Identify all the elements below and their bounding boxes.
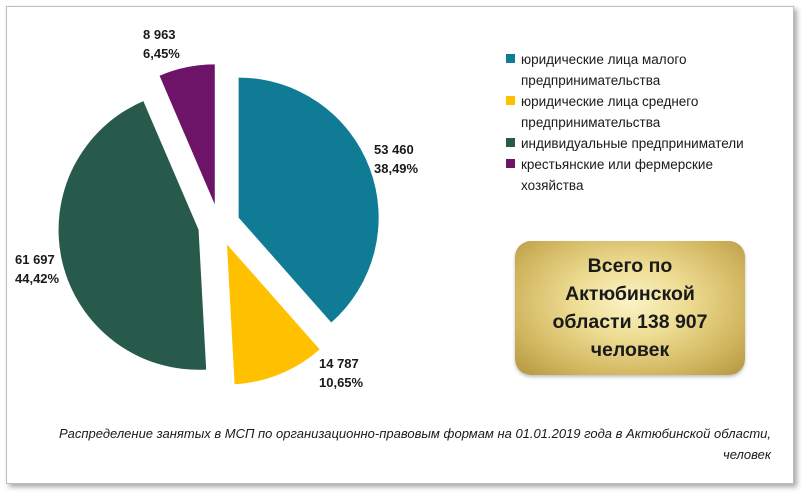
legend-label: крестьянские или фермерские хозяйства [521,157,713,193]
chart-frame: 53 460 38,49% 14 787 10,65% 61 697 44,42… [6,6,794,484]
legend-item-small-business: юридические лица малого предпринимательс… [506,49,756,91]
slice-label-small-business: 53 460 38,49% [374,142,419,176]
legend-swatch [506,138,515,147]
total-summary-box: Всего по Актюбинской области 138 907 чел… [515,241,745,375]
pie-chart [58,64,379,385]
slice-farms [159,64,215,205]
legend-swatch [506,96,515,105]
legend-swatch [506,159,515,168]
legend-item-farms: крестьянские или фермерские хозяйства [506,154,756,196]
legend-item-medium-business: юридические лица среднего предпринимател… [506,91,756,133]
legend-label: юридические лица среднего предпринимател… [521,94,699,130]
chart-caption: Распределение занятых в МСП по организац… [59,426,771,462]
legend-label: индивидуальные предприниматели [521,136,744,151]
legend-item-individual-entrepreneurs: индивидуальные предприниматели [506,133,756,154]
total-summary-text: Всего по Актюбинской области 138 907 чел… [552,255,708,361]
legend-label: юридические лица малого предпринимательс… [521,52,687,88]
slice-label-farms: 8 963 6,45% [143,27,180,61]
legend-swatch [506,54,515,63]
slice-individual-entrepreneurs [58,101,207,370]
slice-medium-business [226,244,320,385]
slice-small-business [238,77,379,323]
slice-label-medium-business: 14 787 10,65% [319,356,364,390]
slice-label-individual-entrepreneurs: 61 697 44,42% [15,252,60,286]
legend: юридические лица малого предпринимательс… [506,49,756,196]
